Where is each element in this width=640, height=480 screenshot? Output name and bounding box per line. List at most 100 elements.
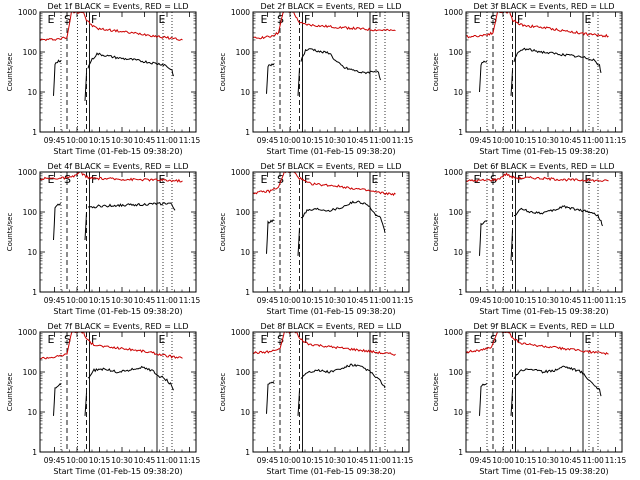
plot-frame bbox=[39, 11, 197, 133]
marker-label: E bbox=[474, 333, 481, 346]
y-tick-label: 10 bbox=[240, 88, 250, 97]
x-tick-label: 10:15 bbox=[302, 136, 324, 145]
x-axis-label: Start Time (01-Feb-15 09:38:20) bbox=[479, 307, 608, 316]
events-series-line bbox=[510, 70, 513, 96]
y-tick-label: 100 bbox=[23, 48, 38, 57]
y-tick-label: 1 bbox=[245, 128, 250, 137]
x-tick-label: 10:45 bbox=[560, 136, 582, 145]
plot-frame bbox=[252, 331, 410, 453]
panel-title: Det 1f BLACK = Events, RED = LLD bbox=[47, 2, 188, 11]
x-axis-label: Start Time (01-Feb-15 09:38:20) bbox=[266, 467, 395, 476]
events-series-line bbox=[300, 200, 386, 233]
y-tick-label: 1000 bbox=[18, 328, 37, 337]
marker-label: S bbox=[277, 333, 284, 346]
plot-frame bbox=[252, 11, 410, 133]
x-axis-label: Start Time (01-Feb-15 09:38:20) bbox=[479, 467, 608, 476]
marker-label: S bbox=[277, 173, 284, 186]
y-tick-label: 1 bbox=[458, 448, 463, 457]
events-series-line bbox=[266, 63, 275, 94]
y-tick-label: 10 bbox=[27, 88, 37, 97]
x-tick-label: 10:00 bbox=[492, 456, 514, 465]
y-tick-label: 10 bbox=[27, 408, 37, 417]
events-series-line bbox=[87, 52, 174, 77]
marker-label: E bbox=[372, 173, 379, 186]
events-series-line bbox=[300, 48, 381, 81]
y-axis-label: Counts/sec bbox=[219, 213, 227, 252]
x-tick-label: 11:15 bbox=[605, 456, 627, 465]
detector-panel-9: Det 9f BLACK = Events, RED = LLD Counts/s… bbox=[432, 322, 627, 476]
marker-label: E bbox=[474, 173, 481, 186]
events-series-line bbox=[84, 211, 87, 241]
y-tick-label: 100 bbox=[449, 368, 464, 377]
events-series-line bbox=[84, 72, 87, 101]
marker-label: F bbox=[517, 173, 523, 186]
y-tick-label: 100 bbox=[23, 208, 38, 217]
x-axis-label: Start Time (01-Feb-15 09:38:20) bbox=[266, 147, 395, 156]
marker-label: E bbox=[48, 333, 55, 346]
marker-label: E bbox=[261, 333, 268, 346]
lld-series-line bbox=[253, 12, 396, 40]
marker-label: E bbox=[474, 13, 481, 26]
x-tick-label: 11:00 bbox=[369, 136, 391, 145]
x-tick-label: 11:15 bbox=[179, 456, 201, 465]
marker-label: E bbox=[159, 13, 166, 26]
marker-label: F bbox=[517, 13, 523, 26]
events-series-line bbox=[510, 230, 513, 261]
x-tick-label: 09:45 bbox=[470, 296, 492, 305]
panel-title: Det 3f BLACK = Events, RED = LLD bbox=[473, 2, 614, 11]
lld-series-line bbox=[40, 12, 183, 42]
detector-panel-4: Det 4f BLACK = Events, RED = LLD Counts/s… bbox=[6, 162, 201, 316]
lld-series-line bbox=[253, 332, 396, 356]
marker-label: S bbox=[490, 333, 497, 346]
x-tick-label: 11:00 bbox=[369, 456, 391, 465]
x-axis-label: Start Time (01-Feb-15 09:38:20) bbox=[53, 307, 182, 316]
x-tick-label: 09:45 bbox=[44, 296, 66, 305]
x-tick-label: 10:30 bbox=[111, 456, 133, 465]
y-tick-label: 1000 bbox=[18, 168, 37, 177]
marker-label: F bbox=[304, 173, 310, 186]
events-series-line bbox=[297, 227, 300, 256]
y-tick-label: 10 bbox=[453, 408, 463, 417]
lld-series-line bbox=[40, 172, 183, 183]
events-series-line bbox=[510, 390, 513, 416]
lld-series-line bbox=[253, 172, 396, 197]
plot-frame bbox=[465, 11, 623, 133]
x-tick-label: 10:15 bbox=[302, 456, 324, 465]
marker-label: F bbox=[91, 173, 97, 186]
y-tick-label: 10 bbox=[453, 248, 463, 257]
x-tick-label: 10:45 bbox=[134, 296, 156, 305]
y-axis-label: Counts/sec bbox=[6, 373, 14, 412]
x-tick-label: 10:45 bbox=[347, 136, 369, 145]
y-tick-label: 1 bbox=[245, 448, 250, 457]
marker-label: E bbox=[261, 173, 268, 186]
y-tick-label: 1000 bbox=[444, 328, 463, 337]
y-tick-label: 1000 bbox=[444, 8, 463, 17]
y-tick-label: 1 bbox=[32, 288, 37, 297]
x-tick-label: 11:00 bbox=[156, 296, 178, 305]
marker-label: E bbox=[48, 13, 55, 26]
x-tick-label: 10:30 bbox=[111, 296, 133, 305]
detector-panel-5: Det 5f BLACK = Events, RED = LLD Counts/s… bbox=[219, 162, 414, 316]
lld-series-line bbox=[40, 332, 183, 360]
events-series-line bbox=[513, 47, 602, 74]
x-tick-label: 10:00 bbox=[66, 296, 88, 305]
panel-title: Det 8f BLACK = Events, RED = LLD bbox=[260, 322, 401, 331]
events-series-line bbox=[87, 201, 176, 211]
y-axis-label: Counts/sec bbox=[6, 53, 14, 92]
x-tick-label: 10:30 bbox=[537, 296, 559, 305]
x-tick-label: 11:15 bbox=[605, 136, 627, 145]
plot-frame bbox=[39, 331, 197, 453]
x-tick-label: 10:30 bbox=[537, 456, 559, 465]
events-series-line bbox=[266, 219, 275, 254]
x-tick-label: 09:45 bbox=[44, 136, 66, 145]
y-tick-label: 1000 bbox=[231, 328, 250, 337]
x-tick-label: 11:15 bbox=[392, 296, 414, 305]
events-series-line bbox=[513, 205, 603, 227]
x-tick-label: 10:15 bbox=[89, 456, 111, 465]
y-tick-label: 10 bbox=[240, 408, 250, 417]
events-series-line bbox=[87, 365, 174, 391]
x-tick-label: 10:00 bbox=[279, 456, 301, 465]
x-tick-label: 10:15 bbox=[515, 456, 537, 465]
events-series-line bbox=[297, 67, 300, 96]
